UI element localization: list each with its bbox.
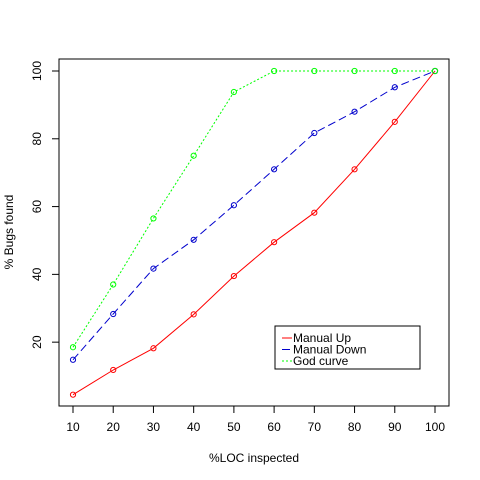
data-point-manual-up xyxy=(110,366,117,374)
data-point-manual-up xyxy=(311,209,318,216)
data-point-manual-up xyxy=(391,118,398,125)
y-tick-label: 100 xyxy=(30,61,44,81)
series-line-manual-down xyxy=(72,70,436,361)
legend-box xyxy=(274,325,421,370)
data-point-manual-up xyxy=(271,239,278,246)
data-point-god-curve xyxy=(271,67,278,75)
data-point-god-curve xyxy=(391,67,398,75)
data-point-manual-down xyxy=(311,129,318,137)
x-tick-label: 40 xyxy=(187,420,201,434)
data-point-manual-down xyxy=(391,84,398,91)
y-tick-label: 40 xyxy=(30,267,44,281)
x-tick-label: 70 xyxy=(308,420,322,434)
y-axis: 20 40 60 80 100 xyxy=(30,61,59,349)
data-point-manual-down xyxy=(69,356,77,363)
series-layer xyxy=(69,67,439,398)
y-tick-label: 80 xyxy=(30,132,44,146)
x-tick-label: 20 xyxy=(107,420,121,434)
y-tick-label: 60 xyxy=(30,200,44,214)
legend-label-manual-up: Manual Up xyxy=(293,331,351,345)
x-axis-label: %LOC inspected xyxy=(209,451,299,465)
data-point-manual-down xyxy=(271,166,278,173)
x-tick-label: 30 xyxy=(147,420,161,434)
x-tick-label: 80 xyxy=(348,420,362,434)
series-line-god-curve xyxy=(72,70,435,348)
x-tick-label: 60 xyxy=(267,420,281,434)
data-point-god-curve xyxy=(351,67,358,75)
data-point-manual-up xyxy=(190,311,197,318)
y-axis-label: % Bugs found xyxy=(2,195,16,270)
data-point-god-curve xyxy=(69,344,77,351)
data-point-manual-down xyxy=(150,265,157,272)
data-point-manual-down xyxy=(230,202,237,209)
data-point-manual-down xyxy=(351,108,358,115)
data-point-god-curve xyxy=(150,215,157,222)
data-point-manual-up xyxy=(150,345,157,352)
x-tick-label: 100 xyxy=(425,420,445,434)
series-line-manual-up xyxy=(72,70,436,396)
x-tick-label: 10 xyxy=(66,420,80,434)
data-point-god-curve xyxy=(110,281,117,288)
data-point-god-curve xyxy=(190,152,197,159)
data-point-manual-down xyxy=(110,310,117,318)
plot-frame xyxy=(58,58,450,407)
data-point-manual-up xyxy=(230,272,237,280)
data-point-manual-down xyxy=(190,236,197,243)
x-tick-label: 90 xyxy=(388,420,402,434)
x-tick-label: 50 xyxy=(227,420,241,434)
data-point-manual-up xyxy=(69,391,77,398)
y-tick-label: 20 xyxy=(30,335,44,349)
legend-label-manual-down: Manual Down xyxy=(293,343,366,357)
data-point-god-curve xyxy=(431,67,439,75)
data-point-manual-up xyxy=(351,166,358,173)
data-point-god-curve xyxy=(230,88,237,96)
data-point-god-curve xyxy=(311,67,318,75)
x-axis: 10 20 30 40 50 60 70 80 90 100 xyxy=(66,406,445,434)
legend-label-god-curve: God curve xyxy=(293,354,349,368)
